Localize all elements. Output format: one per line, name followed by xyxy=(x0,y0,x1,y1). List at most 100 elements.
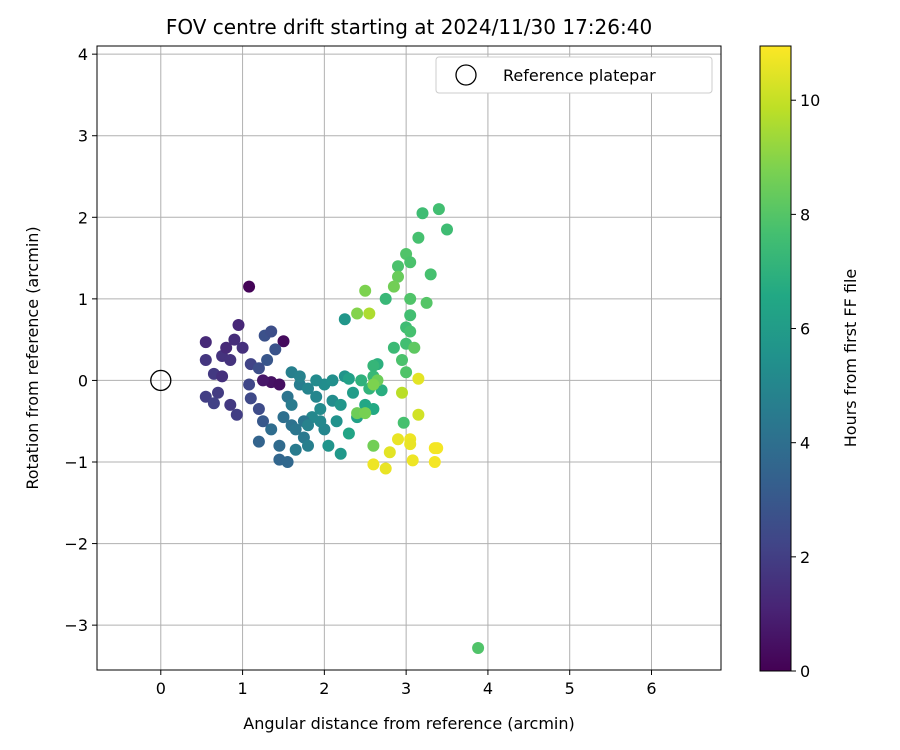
data-point xyxy=(396,386,408,399)
data-point xyxy=(207,397,220,410)
data-point xyxy=(289,443,302,456)
x-tick-label: 3 xyxy=(401,679,411,698)
data-point xyxy=(277,411,290,424)
data-point xyxy=(265,325,278,338)
data-point xyxy=(236,341,249,354)
x-tick-label: 1 xyxy=(237,679,247,698)
colorbar-ticks: 0 2 4 6 8 10 xyxy=(791,91,820,681)
data-point xyxy=(212,386,224,399)
data-point xyxy=(244,392,257,405)
x-axis-ticks: 0 1 2 3 4 5 6 xyxy=(156,670,657,698)
data-point xyxy=(252,403,265,415)
data-point xyxy=(432,203,445,216)
data-point xyxy=(383,446,396,459)
data-point xyxy=(387,280,400,293)
data-point xyxy=(412,231,425,244)
data-points xyxy=(199,203,485,654)
y-tick-label: 3 xyxy=(78,127,88,146)
data-point xyxy=(404,325,417,338)
data-point xyxy=(472,642,485,654)
data-point xyxy=(334,447,347,460)
plot-background xyxy=(97,46,721,670)
data-point xyxy=(342,427,355,440)
data-point xyxy=(359,284,372,297)
grid-lines xyxy=(97,46,721,670)
data-point xyxy=(269,343,282,356)
data-point xyxy=(367,458,380,471)
data-point xyxy=(367,359,380,372)
data-point xyxy=(273,439,286,452)
data-point xyxy=(392,433,404,446)
data-point xyxy=(441,223,453,236)
data-point xyxy=(367,378,380,391)
legend: Reference platepar xyxy=(435,56,713,94)
data-point xyxy=(326,374,339,387)
colorbar-tick-label: 2 xyxy=(800,548,810,567)
data-point xyxy=(412,372,425,385)
x-tick-label: 5 xyxy=(565,679,575,698)
data-point xyxy=(334,398,347,411)
data-point xyxy=(273,378,286,391)
data-point xyxy=(252,362,265,375)
chart-title: FOV centre drift starting at 2024/11/30 … xyxy=(166,15,652,39)
data-point xyxy=(351,307,364,320)
data-point xyxy=(363,307,376,320)
data-point xyxy=(224,398,237,411)
data-point xyxy=(302,382,314,395)
data-point xyxy=(243,280,256,293)
y-tick-label: 1 xyxy=(78,290,88,309)
data-point xyxy=(379,462,392,475)
data-point xyxy=(230,408,243,421)
data-point xyxy=(310,374,323,387)
data-point xyxy=(232,319,245,331)
x-tick-label: 2 xyxy=(319,679,329,698)
data-point xyxy=(420,296,433,309)
data-point xyxy=(243,378,256,391)
data-point xyxy=(293,370,306,383)
data-point xyxy=(412,408,425,421)
data-point xyxy=(285,398,298,411)
colorbar-tick-label: 10 xyxy=(800,91,820,110)
data-point xyxy=(314,415,327,428)
data-point xyxy=(392,260,404,273)
y-tick-label: −2 xyxy=(64,535,88,554)
data-point xyxy=(404,309,417,322)
data-point xyxy=(359,407,372,420)
data-point xyxy=(224,354,237,366)
data-point xyxy=(404,256,417,269)
data-point xyxy=(330,415,343,428)
colorbar-tick-label: 0 xyxy=(800,662,810,681)
legend-box xyxy=(435,56,713,94)
data-point xyxy=(199,390,212,403)
data-point xyxy=(257,415,269,428)
data-point xyxy=(216,370,229,383)
data-point xyxy=(408,341,421,354)
data-point xyxy=(342,372,355,385)
colorbar-label: Hours from first FF file xyxy=(841,269,860,448)
colorbar-tick-label: 6 xyxy=(800,320,810,339)
data-point xyxy=(281,456,294,468)
y-axis-label: Rotation from reference (arcmin) xyxy=(23,226,42,489)
data-point xyxy=(261,354,274,366)
data-point xyxy=(392,270,404,283)
data-point xyxy=(314,403,327,415)
legend-marker-icon xyxy=(455,64,477,86)
legend-label: Reference platepar xyxy=(503,66,656,85)
data-point xyxy=(428,456,441,468)
y-tick-label: −3 xyxy=(64,616,88,635)
reference-point-marker xyxy=(150,369,172,392)
data-point xyxy=(397,416,410,429)
data-point xyxy=(416,207,429,220)
data-point xyxy=(367,439,380,452)
data-point xyxy=(387,341,400,354)
data-point xyxy=(322,439,335,452)
data-point xyxy=(424,268,437,281)
x-tick-label: 4 xyxy=(483,679,493,698)
data-point xyxy=(199,336,212,349)
data-point xyxy=(310,390,323,403)
colorbar-tick-label: 4 xyxy=(800,434,810,453)
data-point xyxy=(404,438,417,451)
data-point xyxy=(257,374,269,387)
plot-frame xyxy=(96,45,722,671)
